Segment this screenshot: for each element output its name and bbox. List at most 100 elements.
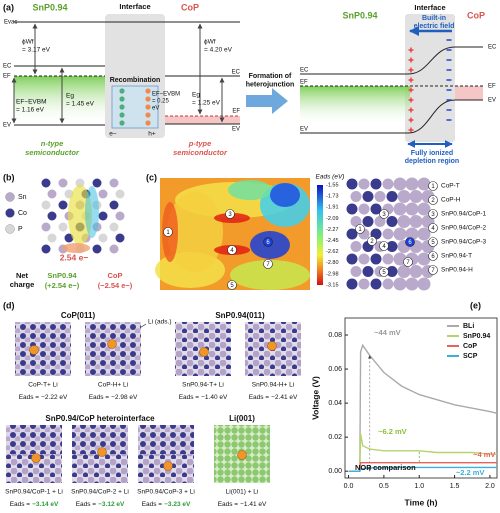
eads-value: −2.41 eV (271, 394, 298, 401)
eads-label: Eads = −2.98 eV (89, 394, 138, 401)
label: EV (300, 127, 308, 133)
li-atom (237, 450, 247, 460)
electron (119, 88, 125, 94)
atom (397, 215, 411, 228)
eads-prefix: Eads = (19, 394, 40, 401)
atom (386, 191, 398, 202)
label: CoP (181, 2, 199, 12)
energy-region (270, 183, 300, 207)
atom (358, 253, 370, 265)
label: Eads (eV) (316, 174, 345, 181)
colorbar-tick: -1.91 (326, 205, 339, 211)
site-number: 1 (358, 227, 362, 233)
atom (417, 277, 431, 291)
site-name: SnP0.94/CoP-3 (441, 239, 487, 246)
eads-value: −3.23 eV (164, 501, 191, 508)
label: SnP0.94 (47, 271, 77, 280)
site-marker (367, 236, 377, 246)
slab (138, 425, 194, 454)
site-number: 2 (370, 239, 374, 245)
label: SnP0.94(011) (215, 311, 265, 320)
atom (58, 178, 68, 188)
legend-label: BLi (463, 323, 474, 330)
hole (145, 104, 151, 110)
eads-value: −3.12 eV (98, 501, 125, 508)
atom (58, 222, 68, 232)
eads-value: −1.40 eV (201, 394, 228, 401)
slab (15, 322, 71, 376)
label: Fully ionized (411, 150, 453, 157)
site-number: 6 (408, 240, 412, 246)
site-number: 7 (406, 260, 410, 266)
slab-name: SnP0.94-H+ Li (252, 382, 294, 389)
label: EC (3, 64, 12, 70)
site-marker (379, 241, 389, 251)
label: CoP (108, 271, 123, 280)
atom (397, 265, 411, 278)
atom (346, 253, 358, 265)
atom (346, 228, 358, 240)
label: SnP0.94/CoP heterointerface (45, 414, 155, 423)
atom (362, 266, 374, 277)
label: depletion region (405, 158, 459, 165)
label: charge (10, 280, 35, 289)
label: (−2.54 e−) (98, 281, 133, 290)
legend-label: SCP (463, 353, 478, 360)
site-number: 1 (431, 184, 435, 190)
colorbar-tick: -2.62 (326, 249, 339, 255)
band-edge (300, 46, 483, 75)
eads-prefix: Eads = (142, 501, 163, 508)
annotation: ~4 mV (473, 450, 495, 459)
site-number: 4 (230, 248, 234, 254)
site-marker (428, 209, 438, 219)
label: EF (300, 80, 308, 86)
atom (64, 233, 74, 243)
label: (d) (3, 300, 15, 310)
eads-prefix: Eads = (249, 394, 270, 401)
site-marker (355, 224, 365, 234)
label: EV (488, 98, 496, 104)
slab-name: CoP-T+ Li (28, 382, 57, 389)
legend-atom (5, 224, 15, 234)
atom (417, 202, 431, 216)
band-edge (300, 99, 483, 134)
atom (417, 177, 431, 191)
atom (405, 177, 419, 191)
slab-name: CoP-H+ Li (98, 382, 128, 389)
label: Formation of (249, 73, 292, 80)
series-line (348, 466, 497, 472)
annotation: ~2.2 mV (456, 468, 485, 477)
atom (382, 228, 394, 240)
site-marker (403, 257, 413, 267)
n-region-fill (300, 86, 410, 126)
label: EC (232, 70, 241, 76)
colorbar-tick: -2.45 (326, 238, 339, 244)
x-axis-label: Time (h) (405, 497, 438, 507)
eads-value: −1.41 eV (240, 501, 267, 508)
label: EF−EVBM (16, 99, 47, 106)
site-marker (428, 181, 438, 191)
atom (109, 222, 119, 232)
atom (75, 178, 85, 188)
site-number: 5 (382, 270, 386, 276)
colorbar (317, 185, 323, 285)
atom (393, 227, 407, 241)
x-tick-label: 0.0 (344, 483, 354, 490)
eads-prefix: Eads = (10, 501, 31, 508)
atom (350, 241, 362, 252)
colorbar-tick: -2.09 (326, 216, 339, 222)
site-marker (405, 237, 415, 247)
atom (370, 253, 382, 265)
colorbar-tick: -2.80 (326, 260, 339, 266)
atom (115, 211, 125, 221)
site-number: 7 (431, 268, 435, 274)
label: (c) (146, 172, 157, 182)
label: Eg (192, 92, 200, 99)
label: electric field (414, 23, 455, 30)
energy-region (230, 260, 310, 290)
slab-name: SnP0.94/CoP-1 + Li (5, 489, 63, 496)
atom (358, 203, 370, 215)
atom (362, 216, 374, 227)
label: p-type (188, 139, 212, 148)
